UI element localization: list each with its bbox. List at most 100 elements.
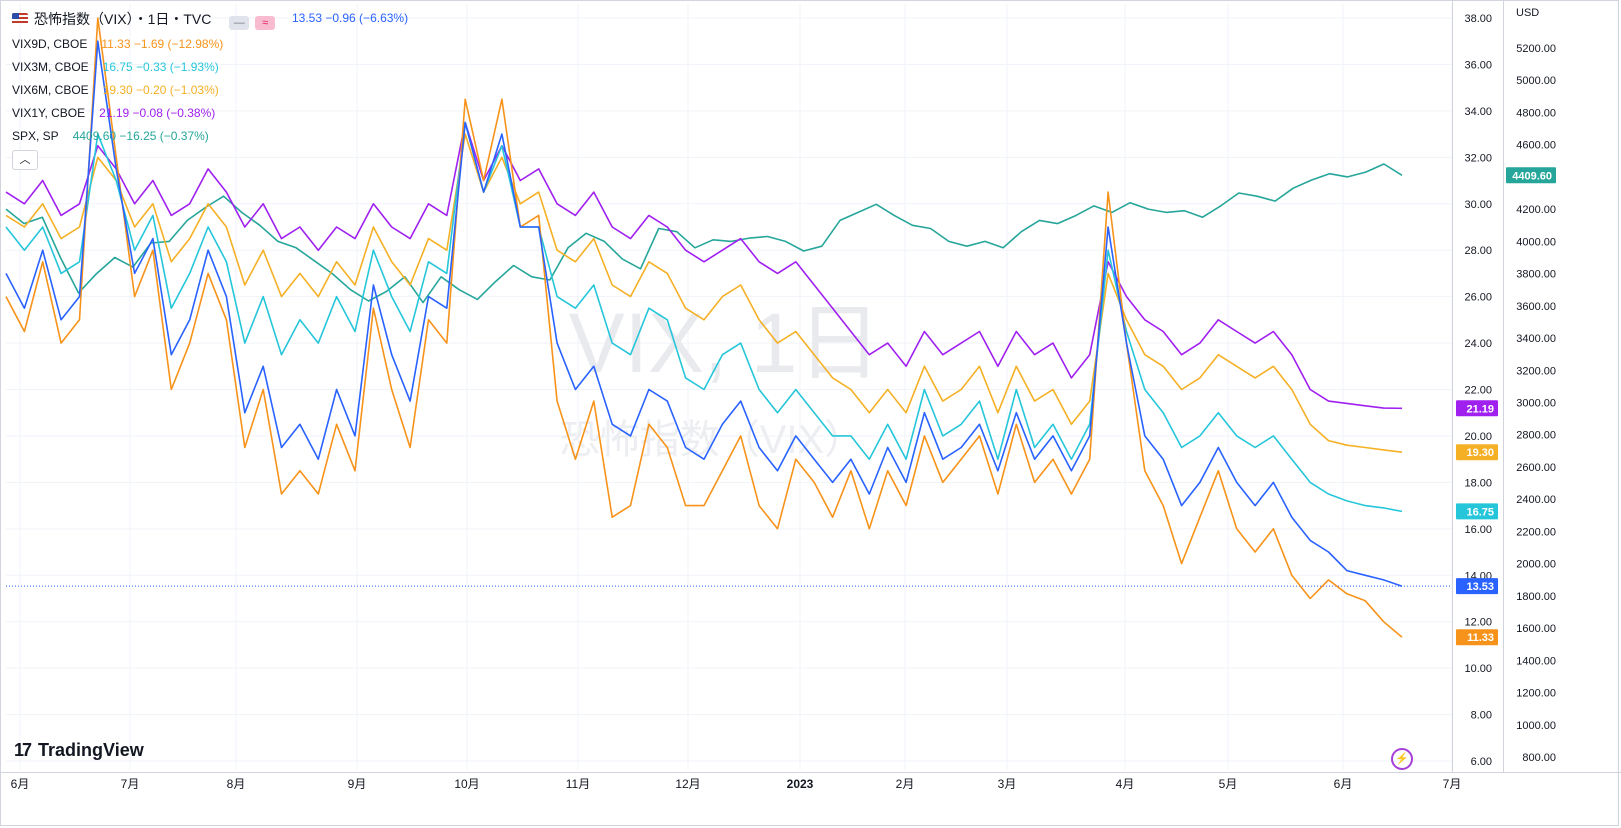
left-tick-label: 34.00	[1464, 106, 1492, 118]
right-tick-label: 4000.00	[1516, 236, 1556, 248]
symbol-header[interactable]: 恐怖指数（VIX）・1日・TVC — ≈	[12, 9, 276, 30]
right-tick-label: 4800.00	[1516, 107, 1556, 119]
left-tick-label: 16.00	[1464, 524, 1492, 536]
minus-icon[interactable]: —	[229, 16, 250, 30]
left-tick-label: 12.00	[1464, 617, 1492, 629]
right-tick-label: 1000.00	[1516, 720, 1556, 732]
legend-series-name: SPX, SP	[12, 129, 59, 143]
right-tick-label: 5000.00	[1516, 75, 1556, 87]
x-tick-label: 6月	[1334, 777, 1353, 791]
legend-row[interactable]: VIX3M, CBOE 16.75 −0.33 (−1.93%)	[12, 58, 225, 76]
last-value-tag	[1506, 167, 1556, 184]
last-value-label: 16.75	[1466, 506, 1494, 518]
legend-series-value: 11.33 −1.69 (−12.98%)	[101, 37, 224, 51]
left-tick-label: 30.00	[1464, 199, 1492, 211]
tv-name: TradingView	[38, 740, 144, 760]
currency-selector[interactable]: USD	[1516, 7, 1540, 19]
approx-icon[interactable]: ≈	[255, 16, 276, 30]
left-tick-label: 26.00	[1464, 292, 1492, 304]
legend-series-value: 21.19 −0.08 (−0.38%)	[99, 106, 216, 120]
x-tick-label: 12月	[675, 777, 700, 791]
left-tick-label: 22.00	[1464, 385, 1492, 397]
last-value-label: 4409.60	[1512, 170, 1552, 182]
right-tick-label: 2600.00	[1516, 462, 1556, 474]
left-tick-label: 24.00	[1464, 338, 1492, 350]
left-tick-label: 6.00	[1471, 756, 1492, 768]
right-tick-label: 4200.00	[1516, 204, 1556, 216]
last-value-tag	[1456, 578, 1498, 595]
right-tick-label: 1600.00	[1516, 623, 1556, 635]
left-tick-label: 20.00	[1464, 431, 1492, 443]
x-tick-label: 3月	[998, 777, 1017, 791]
left-tick-label: 38.00	[1464, 13, 1492, 25]
symbol-title: 恐怖指数（VIX）・1日・TVC	[34, 11, 212, 27]
right-tick-label: 2200.00	[1516, 526, 1556, 538]
legend-series-name: VIX9D, CBOE	[12, 37, 88, 51]
tv-mark: 17	[14, 740, 32, 760]
last-value-label: 21.19	[1466, 403, 1494, 415]
right-tick-label: 4600.00	[1516, 140, 1556, 152]
tradingview-logo: 17 TradingView	[14, 740, 144, 761]
last-value-tag	[1456, 503, 1498, 520]
left-tick-label: 36.00	[1464, 59, 1492, 71]
x-tick-label: 8月	[227, 777, 246, 791]
last-value-label: 11.33	[1467, 632, 1494, 644]
watermark-line2: 恐怖指数（VIX）	[560, 418, 864, 462]
right-tick-label: 3400.00	[1516, 333, 1556, 345]
series-line	[5, 17, 1403, 638]
right-tick-label: 1200.00	[1516, 688, 1556, 700]
right-tick-label: 5200.00	[1516, 43, 1556, 55]
right-tick-label: 1400.00	[1516, 655, 1556, 667]
right-tick-label: 800.00	[1522, 752, 1556, 764]
legend-series-name: VIX1Y, CBOE	[12, 106, 86, 120]
legend-series-name: VIX6M, CBOE	[12, 83, 89, 97]
x-tick-label: 2023	[787, 777, 814, 791]
x-tick-label: 9月	[348, 777, 367, 791]
x-tick-label: 11月	[566, 777, 590, 791]
legend-series-name: VIX3M, CBOE	[12, 60, 89, 74]
legend-row[interactable]: VIX6M, CBOE 19.30 −0.20 (−1.03%)	[12, 81, 225, 99]
main-quote: 13.53 −0.96 (−6.63%)	[292, 11, 409, 25]
left-tick-label: 28.00	[1464, 245, 1492, 257]
left-tick-label: 8.00	[1471, 710, 1492, 722]
right-tick-label: 3600.00	[1516, 301, 1556, 313]
legend-row[interactable]: SPX, SP 4409.60 −16.25 (−0.37%)	[12, 127, 215, 145]
x-tick-label: 6月	[11, 777, 30, 791]
last-value-tag	[1456, 444, 1498, 461]
legend-series-value: 19.30 −0.20 (−1.03%)	[102, 83, 219, 97]
right-tick-label: 3200.00	[1516, 365, 1556, 377]
legend-row[interactable]: VIX9D, CBOE 11.33 −1.69 (−12.98%)	[12, 35, 229, 53]
right-tick-label: 3000.00	[1516, 398, 1556, 410]
series-line	[5, 133, 1403, 453]
series-line	[5, 121, 1403, 410]
right-tick-label: 1800.00	[1516, 591, 1556, 603]
x-tick-label: 4月	[1116, 777, 1135, 791]
right-tick-label: 2400.00	[1516, 494, 1556, 506]
last-value-tag	[1456, 400, 1498, 417]
last-value-tag	[1456, 629, 1498, 646]
x-tick-label: 5月	[1219, 777, 1238, 791]
left-tick-label: 10.00	[1464, 663, 1492, 675]
series-line	[5, 163, 1403, 304]
x-tick-label: 7月	[1443, 777, 1462, 791]
collapse-legend-button[interactable]: ︿	[12, 150, 38, 170]
right-tick-label: 2800.00	[1516, 430, 1556, 442]
x-tick-label: 2月	[896, 777, 915, 791]
last-value-label: 13.53	[1466, 581, 1494, 593]
last-value-label: 19.30	[1466, 447, 1494, 459]
series-line	[5, 40, 1403, 587]
right-tick-label: 3800.00	[1516, 269, 1556, 281]
bolt-icon[interactable]: ⚡	[1391, 748, 1413, 770]
us-flag-icon	[12, 13, 28, 25]
left-tick-label: 32.00	[1464, 152, 1492, 164]
left-tick-label: 18.00	[1464, 477, 1492, 489]
x-tick-label: 10月	[454, 777, 479, 791]
x-tick-label: 7月	[121, 777, 140, 791]
right-tick-label: 2000.00	[1516, 559, 1556, 571]
legend-row[interactable]: VIX1Y, CBOE 21.19 −0.08 (−0.38%)	[12, 104, 221, 122]
series-line	[5, 121, 1403, 513]
legend-series-value: 4409.60 −16.25 (−0.37%)	[72, 129, 209, 143]
legend-series-value: 16.75 −0.33 (−1.93%)	[102, 60, 219, 74]
